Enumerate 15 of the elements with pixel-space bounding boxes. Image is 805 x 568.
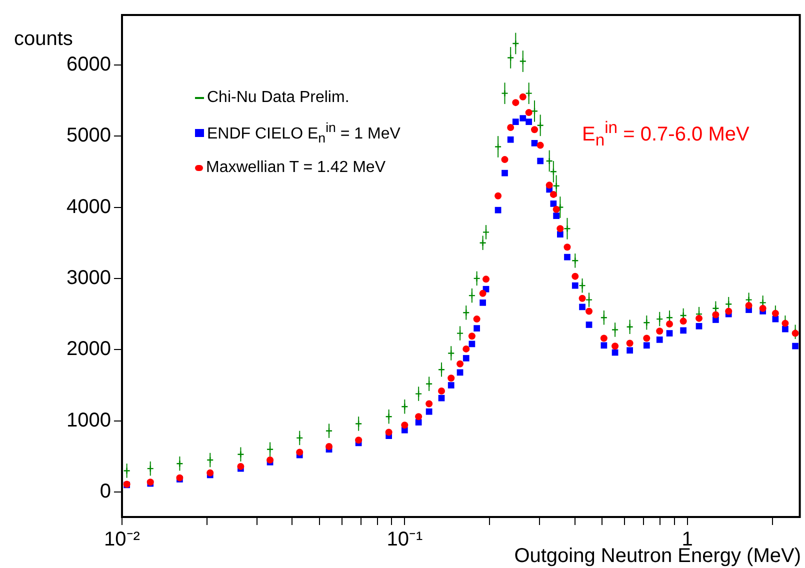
y-tick-label: 5000 [66, 124, 111, 147]
x-tick-label: 10⁻¹ [386, 528, 423, 551]
y-tick-label: 4000 [66, 196, 111, 218]
y-tick-label: 2000 [66, 338, 111, 360]
legend-label: Maxwellian T = 1.42 MeV [206, 159, 386, 177]
x-tick-label: 10⁻² [104, 528, 140, 551]
y-tick-label: 0 [100, 480, 111, 503]
y-axis-title: counts [14, 28, 73, 51]
x-axis-title: Outgoing Neutron Energy (MeV) [514, 545, 801, 568]
y-tick-label: 3000 [66, 266, 111, 289]
legend-label: ENDF CIELO E$_{n}$$^{in}$ = 1 MeV [207, 120, 400, 146]
y-tick-label: 1000 [66, 409, 111, 432]
legend-label: Chi-Nu Data Prelim. [207, 89, 350, 107]
y-tick-label: 6000 [66, 53, 111, 76]
annotation: E$_{n}$$^{in}$ = 0.7-6.0 MeV [582, 118, 750, 151]
